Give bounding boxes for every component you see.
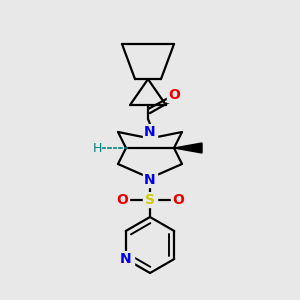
Text: S: S <box>145 193 155 207</box>
Text: N: N <box>144 173 156 187</box>
Text: N: N <box>144 125 156 139</box>
Bar <box>115 193 129 207</box>
Polygon shape <box>174 143 202 153</box>
Text: H: H <box>92 142 102 154</box>
Text: O: O <box>168 88 180 102</box>
Bar <box>143 173 157 187</box>
Text: N: N <box>120 252 132 266</box>
Bar <box>143 125 157 139</box>
Bar <box>87 142 101 154</box>
Text: O: O <box>116 193 128 207</box>
Bar <box>118 252 134 266</box>
Bar <box>143 193 157 207</box>
Text: O: O <box>172 193 184 207</box>
Bar <box>171 193 185 207</box>
Bar <box>167 88 181 102</box>
